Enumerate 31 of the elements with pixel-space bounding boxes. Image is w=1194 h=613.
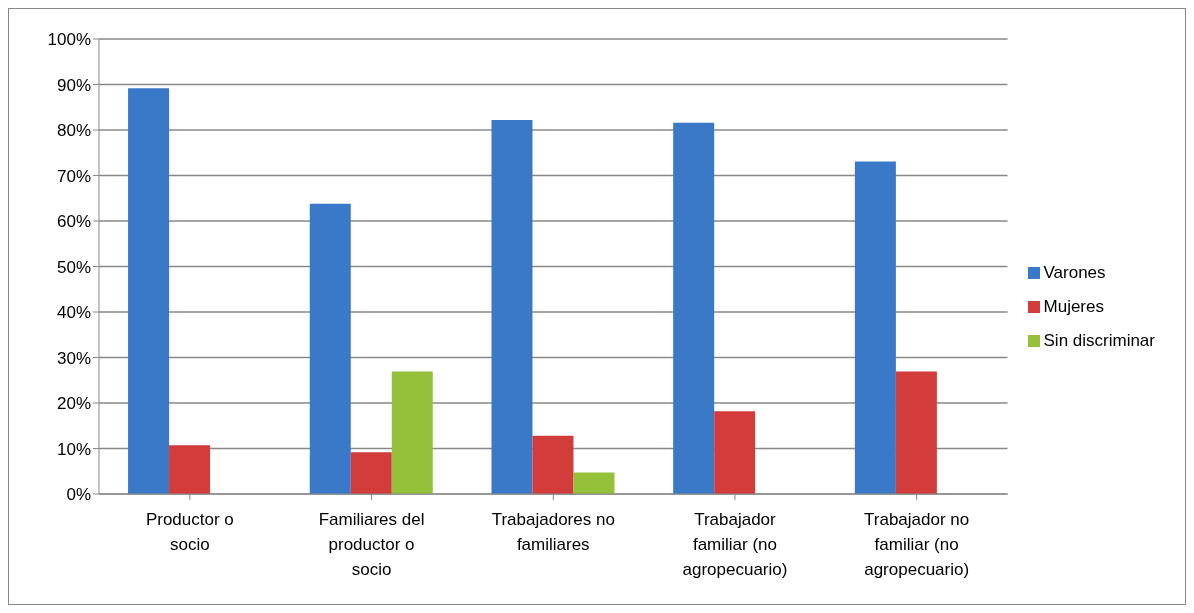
y-tick-label: 50% xyxy=(56,257,91,277)
y-tick-label: 30% xyxy=(56,348,91,368)
bar xyxy=(391,371,433,494)
bar xyxy=(350,452,392,494)
y-tick-label: 80% xyxy=(56,121,91,141)
bar xyxy=(573,472,615,494)
legend-label: Sin discriminar xyxy=(1043,330,1155,350)
bar xyxy=(309,203,351,494)
y-tick-label: 100% xyxy=(47,30,91,50)
y-tick-label: 70% xyxy=(56,166,91,186)
bar xyxy=(714,411,756,494)
bar xyxy=(854,161,896,494)
bar xyxy=(169,445,211,494)
bar xyxy=(673,122,715,494)
legend-label: Mujeres xyxy=(1043,296,1104,316)
bar xyxy=(895,371,937,494)
bar xyxy=(532,435,574,494)
x-tick-label: Familiares del productor o socio xyxy=(318,510,425,579)
bar xyxy=(128,88,170,494)
x-tick-label: Trabajador familiar (no agropecuario) xyxy=(682,510,788,579)
y-tick-label: 0% xyxy=(66,485,91,505)
y-tick-label: 90% xyxy=(56,75,91,95)
y-tick-label: 40% xyxy=(56,303,91,323)
y-tick-label: 20% xyxy=(56,394,91,414)
y-tick-label: 60% xyxy=(56,212,91,232)
legend-label: Varones xyxy=(1043,262,1106,282)
bar xyxy=(491,119,533,494)
y-tick-label: 10% xyxy=(56,439,91,459)
x-tick-label: Trabajador no familiar (no agropecuario) xyxy=(864,510,970,579)
x-tick-label: Trabajadores no familiares xyxy=(491,510,615,554)
x-tick-label: Productor o socio xyxy=(145,510,234,554)
